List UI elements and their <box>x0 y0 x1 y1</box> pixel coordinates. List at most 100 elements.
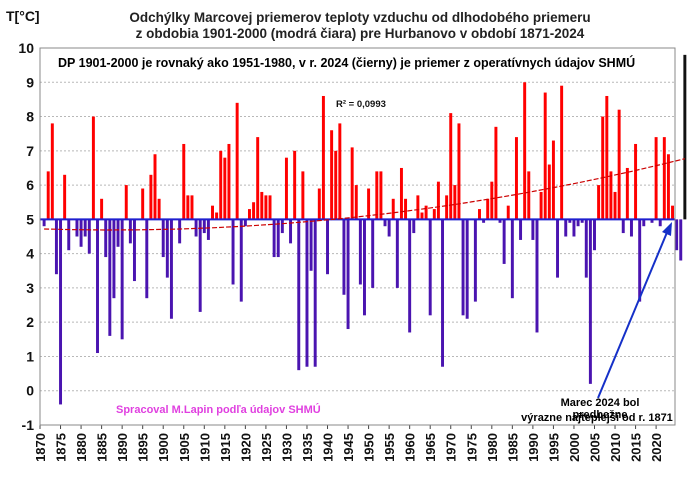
bar <box>190 195 194 220</box>
x-tick-label: 1955 <box>382 433 397 462</box>
bar <box>601 116 605 220</box>
y-tick-label: 0 <box>26 383 34 399</box>
bar <box>494 126 498 220</box>
bar <box>404 198 408 220</box>
bar <box>182 143 186 220</box>
annotation-arrowhead <box>662 222 672 236</box>
bar <box>461 219 465 316</box>
bar <box>387 219 391 237</box>
bar <box>284 157 288 220</box>
y-tick-label: 8 <box>26 109 34 125</box>
bar <box>634 143 638 220</box>
bar <box>326 219 329 275</box>
x-tick-label: 1990 <box>526 433 541 462</box>
bar <box>309 219 313 271</box>
bar <box>580 219 584 223</box>
bar <box>551 140 555 220</box>
bar <box>593 219 596 251</box>
bar <box>338 123 342 220</box>
bar <box>321 95 325 220</box>
bar <box>260 191 264 220</box>
bar <box>428 219 432 316</box>
bar <box>597 185 601 220</box>
bar <box>605 95 609 220</box>
bar <box>556 219 560 278</box>
bar <box>227 143 231 220</box>
bar <box>354 185 358 220</box>
bar <box>408 219 412 333</box>
bar <box>613 191 617 220</box>
bar <box>231 219 235 285</box>
bar <box>572 219 576 237</box>
bar <box>617 109 621 220</box>
bar <box>465 219 469 319</box>
bar <box>83 219 87 237</box>
bar <box>297 219 301 371</box>
bar <box>543 92 547 220</box>
x-tick-label: 2005 <box>587 433 602 462</box>
bar <box>412 219 416 234</box>
bar <box>564 219 568 237</box>
bar <box>527 171 531 220</box>
bar <box>371 219 375 288</box>
chart-note: DP 1901-2000 je rovnaký ako 1951-1980, v… <box>58 56 636 70</box>
bar <box>383 219 387 227</box>
bar <box>449 113 453 220</box>
bar <box>79 219 83 247</box>
bar <box>453 185 457 220</box>
bar <box>576 219 580 227</box>
x-tick-label: 1880 <box>74 433 89 462</box>
bar <box>609 171 613 220</box>
bar <box>247 209 251 220</box>
bar <box>547 164 551 220</box>
y-tick-label: 5 <box>26 211 34 227</box>
bar <box>473 219 477 302</box>
bar <box>256 137 260 220</box>
bar <box>293 150 297 220</box>
bar <box>478 209 481 220</box>
bar <box>165 219 169 278</box>
bar <box>91 116 95 220</box>
bar <box>379 171 383 220</box>
bar <box>198 219 202 312</box>
bar <box>671 205 675 220</box>
bar <box>334 150 338 220</box>
bar <box>441 219 445 367</box>
bar <box>59 219 63 405</box>
bar <box>445 195 449 220</box>
y-tick-label: 3 <box>26 280 34 296</box>
bar <box>367 188 371 220</box>
bar <box>54 219 58 275</box>
x-tick-label: 1925 <box>259 433 274 462</box>
bar <box>75 219 79 237</box>
bar <box>666 154 670 220</box>
bar <box>132 219 136 282</box>
bar <box>104 219 108 258</box>
bar <box>363 219 366 316</box>
bar <box>436 181 440 220</box>
x-tick-label: 1870 <box>33 433 48 462</box>
x-tick-label: 1975 <box>464 433 479 462</box>
bar <box>149 174 153 220</box>
annotation-arrow <box>597 229 669 399</box>
x-tick-label: 1965 <box>423 433 438 462</box>
bar <box>535 219 539 333</box>
bar <box>424 205 428 220</box>
x-tick-label: 1890 <box>115 433 130 462</box>
bar <box>268 195 272 220</box>
bar <box>239 219 243 302</box>
bar <box>276 219 280 258</box>
x-tick-label: 1995 <box>546 433 561 462</box>
bar <box>108 219 112 336</box>
x-tick-label: 1920 <box>238 433 253 462</box>
x-tick-label: 1970 <box>444 433 459 462</box>
x-tick-label: 2000 <box>567 433 582 462</box>
x-tick-label: 1960 <box>403 433 418 462</box>
bar <box>211 205 214 220</box>
bar <box>219 150 223 220</box>
x-tick-label: 1935 <box>300 433 315 462</box>
bar <box>100 198 104 220</box>
bar <box>350 147 354 220</box>
x-tick-label: 1985 <box>505 433 520 462</box>
bar <box>358 219 362 285</box>
